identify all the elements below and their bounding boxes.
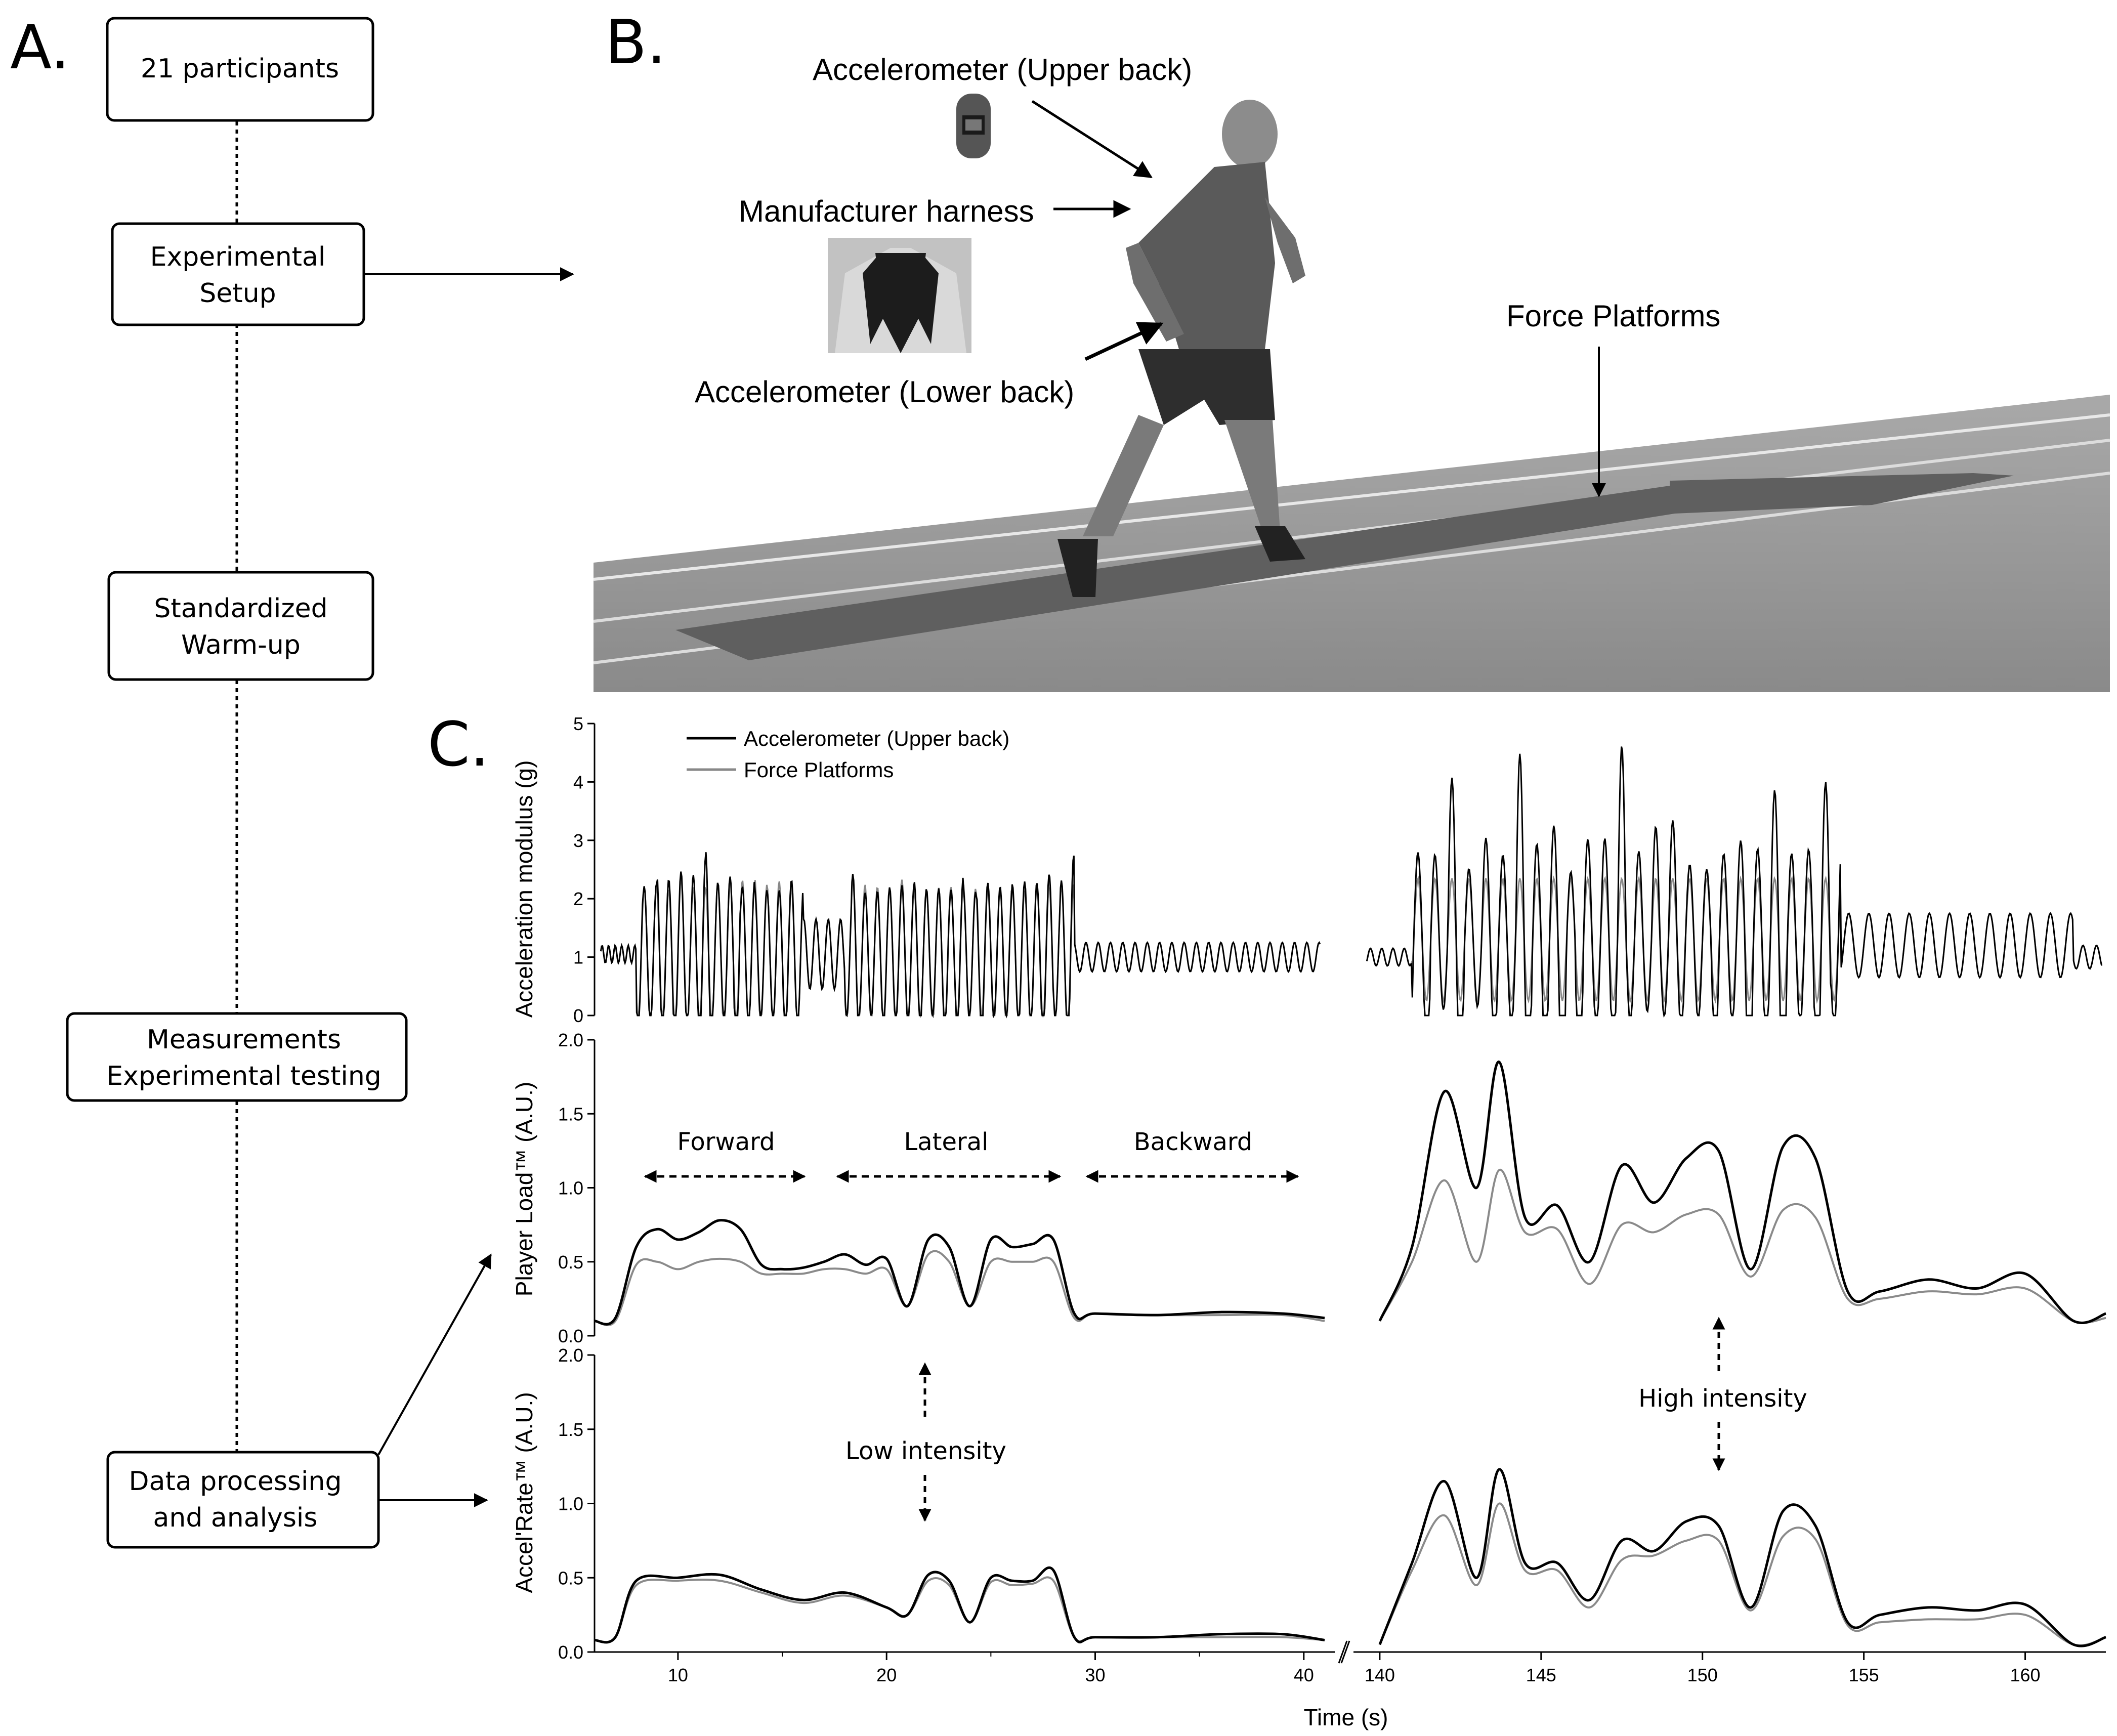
arrow-upper-back xyxy=(1031,100,1153,179)
series-accelerometer-accel-rate xyxy=(594,1566,1325,1644)
y-tick-label: 0 xyxy=(573,1005,583,1026)
y-tick-label: 2 xyxy=(573,888,583,909)
axis-break-mark xyxy=(1338,1640,1348,1664)
track-photo xyxy=(593,395,2110,692)
y-tick-label: 2.0 xyxy=(558,1030,583,1050)
label-accelerometer-lower-back: Accelerometer (Lower back) xyxy=(695,375,1074,409)
label-force-platforms: Force Platforms xyxy=(1506,299,1720,333)
legend-label-force-platforms: Force Platforms xyxy=(744,758,894,782)
phase-label-backward: Backward xyxy=(1134,1128,1253,1156)
ylabel-accel-rate: Accel'Rate™ (A.U.) xyxy=(511,1392,537,1593)
label-accelerometer-upper-back: Accelerometer (Upper back) xyxy=(813,53,1192,87)
x-tick-label: 30 xyxy=(1085,1665,1105,1685)
chart-legend: Accelerometer (Upper back) Force Platfor… xyxy=(687,727,1009,782)
series-force-platforms-accel-rate xyxy=(594,1576,1325,1643)
panel-b-letter: B. xyxy=(605,8,666,78)
flow-step-warmup: Standardized Warm-up xyxy=(107,571,374,681)
legend-label-accelerometer: Accelerometer (Upper back) xyxy=(744,727,1009,750)
flow-step-text: Standardized Warm-up xyxy=(154,594,327,660)
y-tick-label: 0.5 xyxy=(558,1568,583,1588)
ylabel-acceleration-modulus: Acceleration modulus (g) xyxy=(511,760,537,1018)
runner-figure xyxy=(1057,100,1305,597)
y-tick-label: 1.5 xyxy=(558,1104,583,1124)
y-tick-label: 0.0 xyxy=(558,1326,583,1346)
force-platforms-strip xyxy=(675,473,2014,660)
series-force-platforms-player-load xyxy=(594,1250,1325,1326)
y-tick-label: 3 xyxy=(573,830,583,851)
x-tick-label: 20 xyxy=(876,1665,897,1685)
label-low-intensity: Low intensity xyxy=(845,1437,1006,1465)
axis-break-mark xyxy=(1340,1640,1350,1664)
x-tick-label: 10 xyxy=(668,1665,688,1685)
panel-c-letter: C. xyxy=(428,710,489,780)
phase-label-forward: Forward xyxy=(677,1128,775,1156)
accelerometer-device-icon xyxy=(956,94,991,158)
flow-step-text: Measurements Experimental testing xyxy=(106,1025,382,1091)
y-tick-label: 1.0 xyxy=(558,1178,583,1199)
flow-step-data-processing: Data processing and analysis xyxy=(106,1451,380,1549)
x-tick-label: 160 xyxy=(2010,1665,2041,1685)
series-force-platforms-player-load-high xyxy=(1379,1169,2106,1324)
y-tick-label: 0.5 xyxy=(558,1252,583,1273)
x-tick-label: 150 xyxy=(1687,1665,1718,1685)
y-tick-label: 1.5 xyxy=(558,1419,583,1440)
x-tick-label: 155 xyxy=(1849,1665,1879,1685)
panel-a-letter: A. xyxy=(10,13,70,83)
chart-series xyxy=(594,746,2106,1647)
y-tick-label: 4 xyxy=(573,772,583,792)
x-tick-label: 145 xyxy=(1526,1665,1556,1685)
series-force-platforms-accel-rate-high xyxy=(1379,1502,2106,1646)
phase-label-lateral: Lateral xyxy=(904,1128,989,1156)
label-high-intensity: High intensity xyxy=(1638,1384,1807,1413)
harness-photo xyxy=(828,238,971,353)
y-tick-label: 2.0 xyxy=(558,1345,583,1366)
ylabel-player-load: Player Load™ (A.U.) xyxy=(511,1082,537,1296)
x-tick-label: 140 xyxy=(1365,1665,1395,1685)
label-manufacturer-harness: Manufacturer harness xyxy=(739,194,1034,228)
flow-step-setup: Experimental Setup xyxy=(111,222,365,326)
y-tick-label: 5 xyxy=(573,713,583,734)
arrow-lower-back xyxy=(1084,322,1164,361)
flow-step-participants: 21 participants xyxy=(106,17,374,122)
flow-step-text: 21 participants xyxy=(141,54,339,84)
y-tick-label: 1.0 xyxy=(558,1494,583,1514)
x-tick-label: 40 xyxy=(1294,1665,1314,1685)
y-tick-label: 0.0 xyxy=(558,1642,583,1663)
y-tick-label: 1 xyxy=(573,947,583,968)
series-accelerometer-player-load-high xyxy=(1378,1061,2106,1325)
series-accelerometer-player-load xyxy=(594,1219,1325,1326)
flow-step-text: Data processing and analysis xyxy=(129,1466,342,1533)
series-accelerometer-acc-high xyxy=(1366,746,2103,1018)
arrow-to-player-load xyxy=(377,1253,492,1455)
xlabel-time: Time (s) xyxy=(1304,1704,1388,1730)
series-accelerometer-acc xyxy=(600,852,1321,1019)
flow-step-text: Experimental Setup xyxy=(150,242,326,309)
series-accelerometer-accel-rate-high xyxy=(1378,1468,2106,1647)
flow-step-measurements: Measurements Experimental testing xyxy=(66,1012,408,1102)
